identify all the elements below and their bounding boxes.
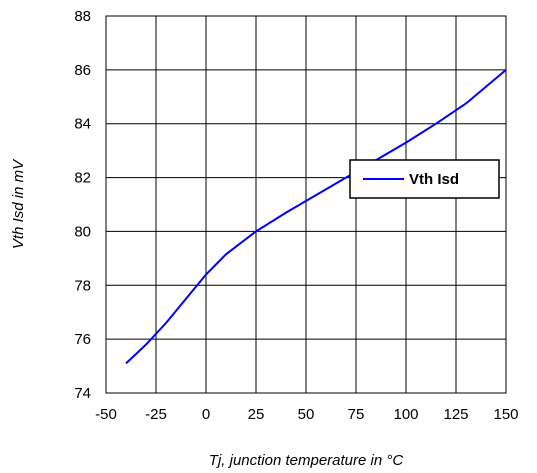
legend: Vth Isd: [349, 159, 500, 199]
x-tick-label: 125: [443, 406, 468, 423]
y-tick-label: 74: [74, 385, 91, 402]
legend-label-vth-isd: Vth Isd: [409, 171, 459, 188]
y-tick-label: 78: [74, 277, 91, 294]
y-tick-label: 84: [74, 116, 91, 133]
y-tick-label: 86: [74, 62, 91, 79]
y-tick-label: 88: [74, 8, 91, 25]
x-tick-label: 50: [298, 406, 315, 423]
x-tick-label: -25: [145, 406, 167, 423]
y-tick-labels: 74 76 78 80 82 84 86 88: [74, 8, 91, 402]
plot-border: [105, 15, 507, 394]
y-tick-label: 80: [74, 223, 91, 240]
series-line-vth-isd: [125, 69, 507, 365]
x-tick-label: 75: [348, 406, 365, 423]
x-tick-labels: -50 -25 0 25 50 75 100 125 150: [95, 406, 518, 423]
x-tick-label: 100: [393, 406, 418, 423]
x-tick-label: 25: [248, 406, 265, 423]
y-tick-label: 82: [74, 170, 91, 187]
y-axis-title: Vth Isd in mV: [10, 158, 27, 249]
x-tick-label: -50: [95, 406, 117, 423]
x-tick-label: 150: [493, 406, 518, 423]
x-tick-label: 0: [202, 406, 210, 423]
x-axis-title: Tj, junction temperature in °C: [209, 452, 404, 469]
y-tick-label: 76: [74, 331, 91, 348]
